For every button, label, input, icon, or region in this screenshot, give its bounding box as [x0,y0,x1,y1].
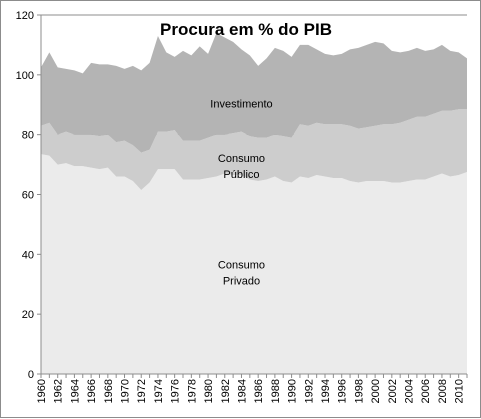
y-tick-label: 100 [16,70,34,82]
y-tick-label: 60 [22,190,34,202]
x-tick-label: 1998 [353,379,365,403]
area-label-1: Público [223,169,259,181]
area-label-1: Consumo [218,153,265,165]
x-tick-label: 1972 [136,379,148,403]
area-labels: Consumo Privado Consumo Público Investimento [210,98,272,287]
x-tick-label: 1964 [69,379,81,403]
x-tick-label: 1962 [53,379,65,403]
x-tick-label: 1990 [287,379,299,403]
x-tick-label: 1994 [320,379,332,403]
y-tick-label: 0 [28,369,34,381]
area-label-2: Investimento [210,98,272,110]
x-tick-label: 1982 [220,379,232,403]
x-tick-label: 1966 [86,379,98,403]
x-tick-label: 1992 [303,379,315,403]
y-tick-label: 120 [16,10,34,22]
chart-title: Procura em % do PIB [160,20,332,39]
x-tick-label: 1968 [103,379,115,403]
y-tick-labels: 0 20 40 60 80 100 120 [16,10,41,381]
area-series-2 [41,32,467,153]
y-tick-label: 80 [22,130,34,142]
x-tick-label: 1978 [186,379,198,403]
x-tick-label: 2004 [404,379,416,403]
x-tick-label: 1988 [270,379,282,403]
y-tick-label: 20 [22,309,34,321]
x-tick-label: 1986 [253,379,265,403]
x-tick-label: 1970 [120,379,132,403]
area-series-0 [41,154,467,374]
area-label-0: Consumo [218,259,265,271]
x-tick-label: 2002 [387,379,399,403]
area-series [41,32,467,374]
x-tick-label: 2000 [370,379,382,403]
x-tick-labels: 1960 1962 1964 1966 1968 1970 1972 1974 1976 1978… [36,374,468,403]
area-label-0: Privado [223,275,260,287]
x-tick-label: 2008 [437,379,449,403]
y-tick-label: 40 [22,249,34,261]
x-tick-label: 1996 [337,379,349,403]
x-tick-label: 1980 [203,379,215,403]
x-tick-label: 1974 [153,379,165,403]
x-tick-label: 2006 [420,379,432,403]
area-series-1 [41,109,467,191]
x-tick-label: 1976 [170,379,182,403]
x-tick-label: 1960 [36,379,48,403]
x-tick-label: 1984 [236,379,248,403]
x-tick-label: 2010 [454,379,466,403]
